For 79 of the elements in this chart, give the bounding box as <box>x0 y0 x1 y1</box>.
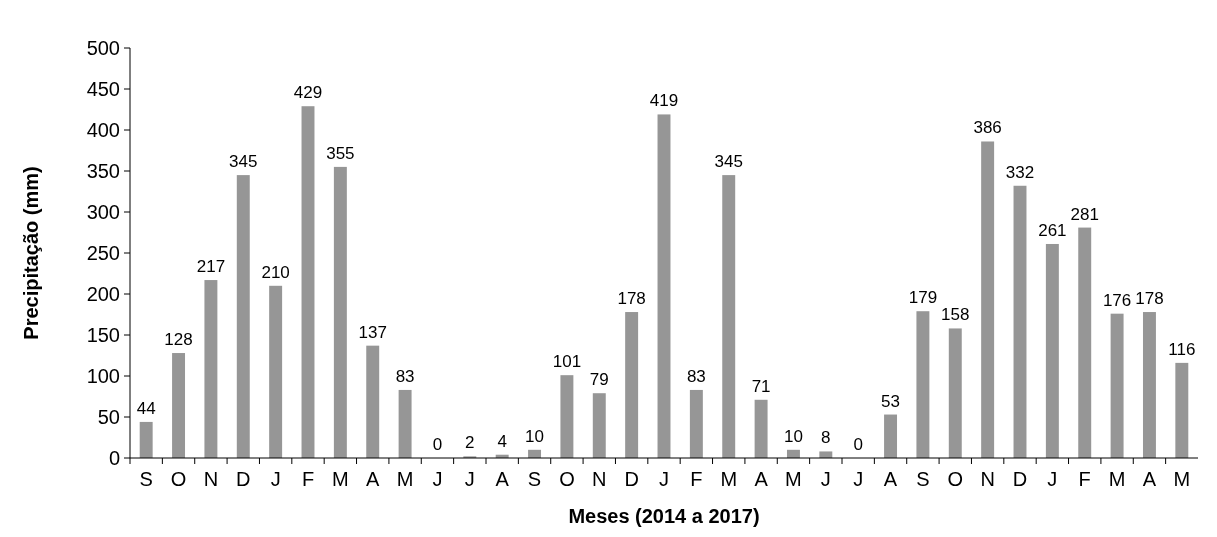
data-label: 419 <box>649 91 679 111</box>
data-label: 53 <box>881 391 901 411</box>
data-label: 83 <box>686 366 706 386</box>
x-tick-label: A <box>1142 468 1157 490</box>
x-tick-label: N <box>980 468 995 490</box>
x-tick-label: M <box>332 468 349 490</box>
x-tick-label: J <box>1047 468 1058 490</box>
x-tick-label: O <box>559 468 575 490</box>
x-tick-label: S <box>139 468 153 490</box>
x-tick-label: O <box>947 468 964 490</box>
x-tick-label: S <box>527 468 542 490</box>
x-tick-label: F <box>1078 468 1091 490</box>
y-axis-title: Precipitação (mm) <box>20 166 42 340</box>
data-label: 4 <box>497 431 507 451</box>
x-tick-label: J <box>820 468 831 490</box>
data-label: 429 <box>293 83 323 103</box>
data-label: 210 <box>261 262 290 282</box>
data-label: 355 <box>326 143 355 163</box>
x-tick-label: A <box>366 468 381 490</box>
data-label: 8 <box>821 428 831 448</box>
data-label: 0 <box>853 435 863 454</box>
y-tick-label: 0 <box>108 447 120 469</box>
y-tick-label: 100 <box>86 365 120 387</box>
x-tick-label: O <box>170 468 187 490</box>
data-label: 128 <box>164 330 193 350</box>
x-tick-label: N <box>592 468 607 490</box>
data-label: 44 <box>136 398 156 418</box>
x-tick-label: J <box>464 468 475 490</box>
x-tick-label: D <box>1012 468 1028 490</box>
y-tick-label: 400 <box>86 119 120 141</box>
data-label: 345 <box>714 152 743 172</box>
x-tick-label: F <box>301 468 315 490</box>
y-tick-label: 300 <box>86 201 120 223</box>
data-label: 179 <box>908 288 938 308</box>
data-label: 101 <box>552 352 582 372</box>
x-tick-label: M <box>720 468 738 490</box>
x-axis-title: Meses (2014 a 2017) <box>568 505 760 527</box>
y-tick-label: 150 <box>86 324 120 346</box>
data-label: 261 <box>1038 220 1067 240</box>
x-tick-label: A <box>495 468 510 490</box>
data-label: 83 <box>395 366 415 386</box>
data-label: 332 <box>1005 162 1035 182</box>
x-tick-label: D <box>236 468 251 490</box>
data-label: 158 <box>941 305 970 325</box>
y-tick-label: 450 <box>86 78 120 100</box>
data-label: 217 <box>196 257 226 277</box>
x-tick-label: S <box>916 468 930 490</box>
data-label: 178 <box>617 289 646 309</box>
x-tick-label: D <box>624 468 639 490</box>
y-tick-label: 50 <box>97 406 120 428</box>
x-tick-label: M <box>1108 468 1126 490</box>
data-label: 116 <box>1168 339 1196 359</box>
x-tick-label: M <box>785 468 802 490</box>
x-tick-label: A <box>754 468 769 490</box>
x-tick-label: J <box>853 468 864 490</box>
x-tick-label: M <box>1173 468 1191 490</box>
y-tick-label: 350 <box>86 160 120 182</box>
data-label: 79 <box>589 370 609 390</box>
data-label: 71 <box>751 376 771 396</box>
x-tick-label: J <box>270 468 281 490</box>
data-label: 10 <box>783 426 803 446</box>
data-label: 137 <box>358 322 387 342</box>
data-label: 345 <box>229 152 258 172</box>
data-label: 10 <box>525 426 545 446</box>
x-tick-label: M <box>396 468 414 490</box>
x-tick-label: N <box>203 468 219 490</box>
x-tick-label: J <box>659 468 669 490</box>
data-label: 0 <box>432 435 443 454</box>
y-tick-label: 250 <box>86 242 120 264</box>
x-tick-label: F <box>690 468 703 490</box>
data-label: 178 <box>1135 289 1164 309</box>
y-tick-label: 500 <box>86 37 120 59</box>
y-tick-label: 200 <box>86 283 120 305</box>
x-tick-label: J <box>432 468 443 490</box>
data-label: 176 <box>1102 290 1132 310</box>
data-label: 2 <box>465 433 475 453</box>
data-label: 386 <box>973 118 1002 138</box>
x-tick-label: A <box>883 468 898 490</box>
data-label: 281 <box>1070 204 1099 224</box>
